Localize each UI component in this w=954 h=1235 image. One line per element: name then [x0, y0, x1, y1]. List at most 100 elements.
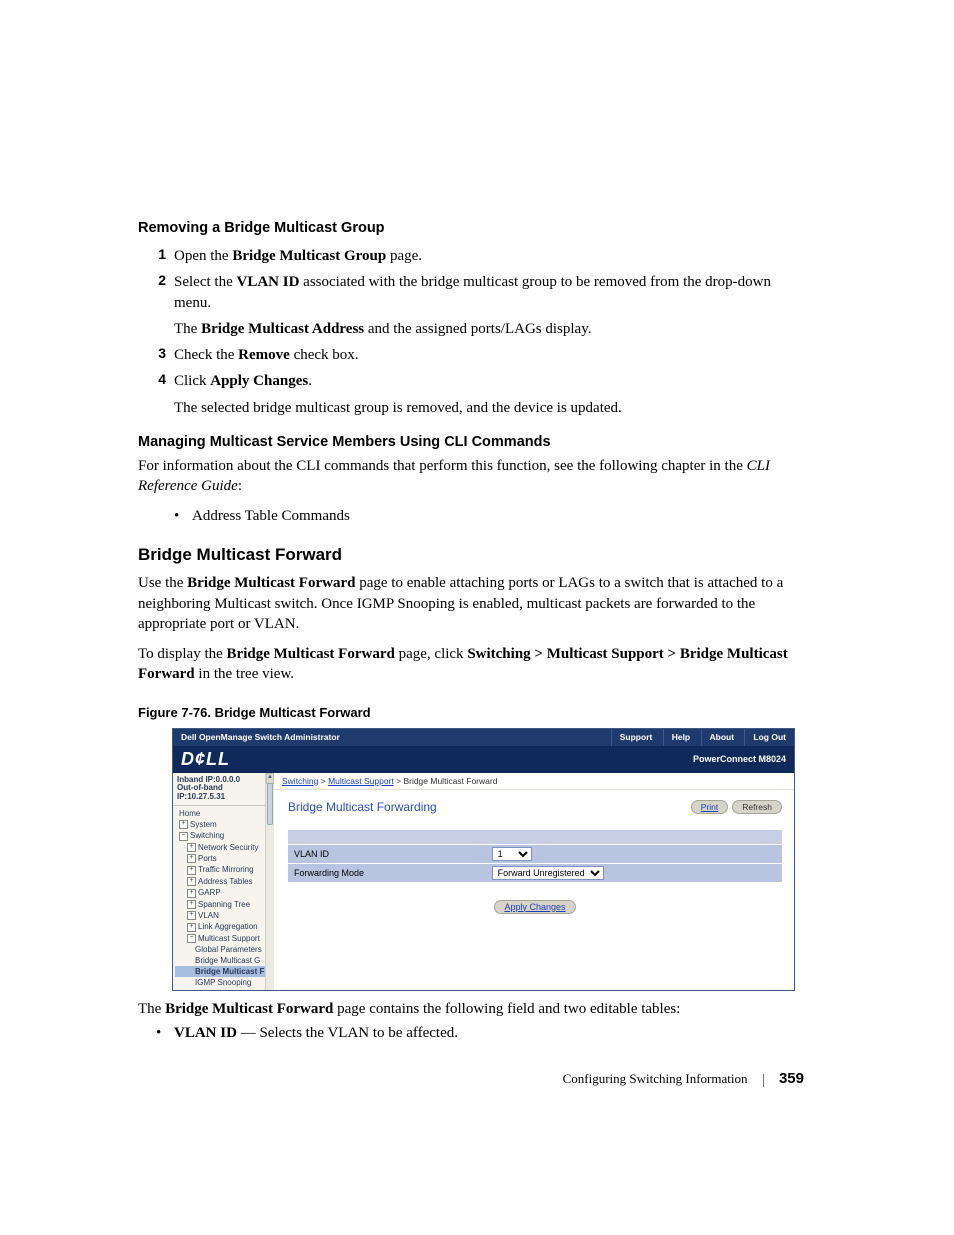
- print-button[interactable]: Print: [691, 800, 728, 814]
- dell-logo: D¢LL: [181, 749, 230, 770]
- help-link[interactable]: Help: [663, 729, 698, 746]
- step-num: 4: [138, 371, 174, 418]
- tree-item-label: Address Tables: [198, 877, 253, 886]
- step-3: 3 Check the Remove check box.: [138, 345, 804, 365]
- outofband-ip: Out-of-band IP:10.27.5.31: [177, 784, 262, 802]
- tree-item[interactable]: +Traffic Mirroring: [175, 864, 266, 875]
- postfig-paragraph: The Bridge Multicast Forward page contai…: [138, 999, 804, 1019]
- vlan-id-select[interactable]: 1: [492, 847, 532, 861]
- expand-icon[interactable]: +: [187, 889, 196, 898]
- tree-item-label: GARP: [198, 888, 221, 897]
- forwarding-mode-cell: Forward Unregistered: [486, 863, 782, 882]
- step-sub: The Bridge Multicast Address and the ass…: [174, 319, 804, 339]
- tree-item-label: Switching: [190, 831, 224, 840]
- support-link[interactable]: Support: [611, 729, 661, 746]
- expand-icon[interactable]: +: [187, 854, 196, 863]
- ss-sidewrap: Inband IP:0.0.0.0 Out-of-band IP:10.27.5…: [173, 773, 274, 991]
- vlan-id-cell: 1: [486, 844, 782, 863]
- footer-page: 359: [779, 1070, 804, 1087]
- ss-scrollbar[interactable]: ▲: [265, 773, 274, 991]
- expand-icon[interactable]: +: [187, 911, 196, 920]
- tree-item-label: System: [190, 820, 217, 829]
- tree-item[interactable]: +Address Tables: [175, 876, 266, 887]
- vlan-id-label: VLAN ID: [288, 844, 486, 863]
- step-body: Check the Remove check box.: [174, 345, 804, 365]
- table-row: VLAN ID 1: [288, 844, 782, 863]
- tree-item-label: Multicast Support: [198, 934, 260, 943]
- scroll-up-icon[interactable]: ▲: [266, 773, 274, 784]
- tree-item[interactable]: −Multicast Support: [175, 933, 266, 944]
- field-list: VLAN ID — Selects the VLAN to be affecte…: [156, 1023, 804, 1044]
- tree-item-label: Global Parameters: [195, 945, 262, 954]
- expand-icon[interactable]: +: [187, 923, 196, 932]
- ss-topbar-links: Support Help About Log Out: [611, 729, 794, 746]
- scroll-thumb[interactable]: [267, 783, 273, 825]
- bmf-paragraph-2: To display the Bridge Multicast Forward …: [138, 644, 804, 685]
- apply-changes-button[interactable]: Apply Changes: [494, 900, 575, 914]
- tree-item-label: VLAN: [198, 911, 219, 920]
- expand-icon[interactable]: +: [187, 900, 196, 909]
- figure-caption: Figure 7-76. Bridge Multicast Forward: [138, 705, 804, 720]
- tree-item[interactable]: Global Parameters: [175, 944, 266, 955]
- collapse-icon[interactable]: −: [179, 832, 188, 841]
- ss-body: Inband IP:0.0.0.0 Out-of-band IP:10.27.5…: [173, 773, 794, 991]
- forwarding-mode-label: Forwarding Mode: [288, 863, 486, 882]
- expand-icon[interactable]: +: [187, 866, 196, 875]
- tree-item[interactable]: +Ports: [175, 853, 266, 864]
- tree-item-label: Network Security: [198, 843, 258, 852]
- tree-item[interactable]: +System: [175, 819, 266, 830]
- crumb-switching[interactable]: Switching: [282, 776, 318, 786]
- step-num: 3: [138, 345, 174, 365]
- forwarding-mode-select[interactable]: Forward Unregistered: [492, 866, 604, 880]
- ss-topbar: Dell OpenManage Switch Administrator Sup…: [173, 729, 794, 746]
- ss-sidebar: Inband IP:0.0.0.0 Out-of-band IP:10.27.5…: [173, 773, 267, 991]
- tree-item[interactable]: +Network Security: [175, 842, 266, 853]
- crumb-multicast[interactable]: Multicast Support: [328, 776, 394, 786]
- tree-item-label: Bridge Multicast G: [195, 956, 260, 965]
- heading-managing: Managing Multicast Service Members Using…: [138, 434, 804, 450]
- expand-icon[interactable]: +: [187, 877, 196, 886]
- logout-link[interactable]: Log Out: [744, 729, 794, 746]
- expand-icon[interactable]: +: [179, 820, 188, 829]
- tree-item[interactable]: +Spanning Tree: [175, 899, 266, 910]
- tree-item[interactable]: Bridge Multicast G: [175, 955, 266, 966]
- ss-apply-row: Apply Changes: [288, 897, 782, 915]
- collapse-icon[interactable]: −: [187, 934, 196, 943]
- ss-pane-title: Bridge Multicast Forwarding: [288, 800, 687, 814]
- ss-pane-title-row: Bridge Multicast Forwarding Print Refres…: [288, 800, 782, 814]
- tree-item-label: Home: [179, 809, 200, 818]
- ss-form-table: VLAN ID 1 Forwarding Mode Fo: [288, 830, 782, 883]
- refresh-button[interactable]: Refresh: [732, 800, 782, 814]
- tree-item-label: Traffic Mirroring: [198, 865, 254, 874]
- step-sub: The selected bridge multicast group is r…: [174, 398, 804, 418]
- ss-ipbox: Inband IP:0.0.0.0 Out-of-band IP:10.27.5…: [173, 773, 266, 806]
- tree-item[interactable]: +VLAN: [175, 910, 266, 921]
- cli-paragraph: For information about the CLI commands t…: [138, 456, 804, 497]
- crumb-tail: Bridge Multicast Forward: [403, 776, 497, 786]
- table-spacer: [288, 830, 782, 845]
- product-label: PowerConnect M8024: [693, 754, 786, 764]
- step-2: 2 Select the VLAN ID associated with the…: [138, 272, 804, 339]
- screenshot: Dell OpenManage Switch Administrator Sup…: [172, 728, 795, 992]
- tree-item[interactable]: IGMP Snooping: [175, 977, 266, 988]
- ss-breadcrumb: Switching > Multicast Support > Bridge M…: [274, 773, 794, 790]
- tree-item[interactable]: +Link Aggregation: [175, 921, 266, 932]
- tree-item-label: Link Aggregation: [198, 922, 258, 931]
- tree-item-label: Ports: [198, 854, 217, 863]
- tree-item[interactable]: Home: [175, 808, 266, 819]
- step-num: 2: [138, 272, 174, 339]
- cli-bullet: Address Table Commands: [174, 506, 804, 527]
- about-link[interactable]: About: [701, 729, 743, 746]
- heading-removing: Removing a Bridge Multicast Group: [138, 220, 804, 236]
- step-body: Click Apply Changes. The selected bridge…: [174, 371, 804, 418]
- tree-item-label: Spanning Tree: [198, 900, 250, 909]
- footer: Configuring Switching Information 359: [563, 1070, 804, 1087]
- step-body: Open the Bridge Multicast Group page.: [174, 246, 804, 266]
- tree-item[interactable]: Bridge Multicast F: [175, 966, 266, 977]
- ss-title: Dell OpenManage Switch Administrator: [173, 732, 611, 742]
- tree-item-label: Bridge Multicast F: [195, 967, 264, 976]
- tree-item[interactable]: −Switching: [175, 830, 266, 841]
- expand-icon[interactable]: +: [187, 843, 196, 852]
- tree-item[interactable]: +GARP: [175, 887, 266, 898]
- steps-list: 1 Open the Bridge Multicast Group page. …: [138, 246, 804, 418]
